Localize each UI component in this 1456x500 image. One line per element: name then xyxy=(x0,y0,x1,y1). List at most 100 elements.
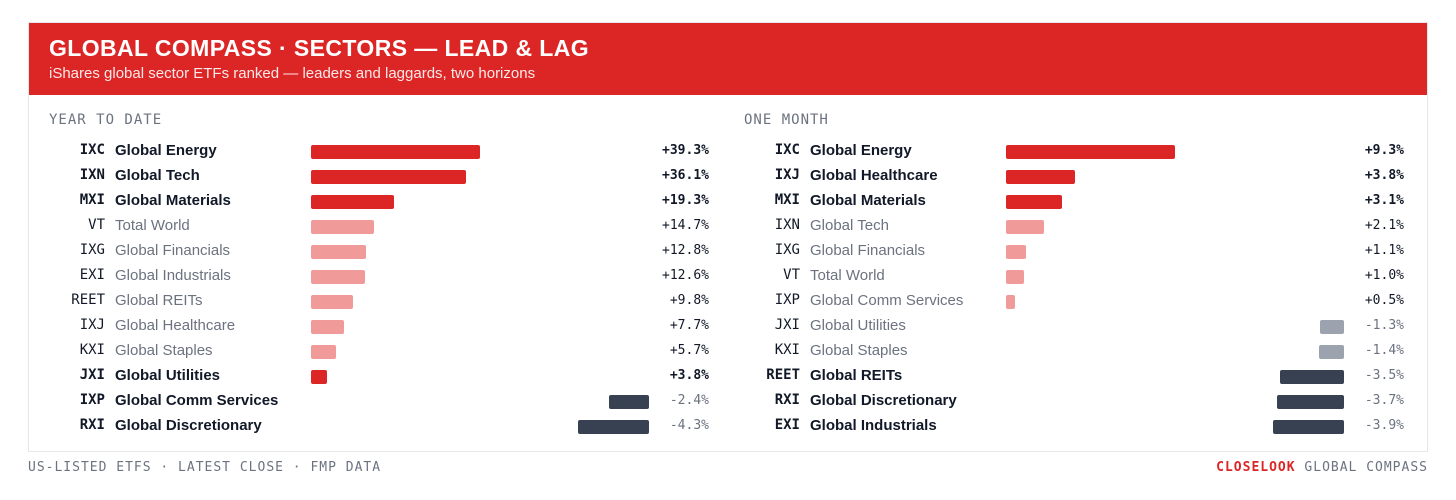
sector-row: JXI Global Utilities -1.3% xyxy=(744,313,1424,338)
panel-one-month: ONE MONTH IXC Global Energy +9.3% IXJ Global… xyxy=(744,95,1424,453)
sector-row: IXC Global Energy +9.3% xyxy=(744,138,1424,163)
sector-name: Global Comm Services xyxy=(810,292,964,309)
value-label: +12.8% xyxy=(662,243,709,258)
footer-brand: CLOSELOOK GLOBAL COMPASS xyxy=(1216,460,1428,475)
sector-row: RXI Global Discretionary -3.7% xyxy=(744,388,1424,413)
value-bar xyxy=(311,295,354,309)
ticker-label: JXI xyxy=(774,317,800,333)
panel-title-ytd: YEAR TO DATE xyxy=(49,112,163,128)
sector-name: Global Staples xyxy=(810,342,908,359)
value-bar xyxy=(1006,170,1076,184)
ticker-label: IXJ xyxy=(79,317,105,333)
value-label: -2.4% xyxy=(669,393,709,408)
sector-row: IXN Global Tech +2.1% xyxy=(744,213,1424,238)
value-label: +2.1% xyxy=(1364,218,1404,233)
value-label: -4.3% xyxy=(669,418,709,433)
value-label: +9.8% xyxy=(669,293,709,308)
sector-row: IXJ Global Healthcare +3.8% xyxy=(744,163,1424,188)
value-bar xyxy=(311,320,345,334)
value-label: -3.7% xyxy=(1364,393,1404,408)
value-bar xyxy=(1006,295,1016,309)
value-label: -3.9% xyxy=(1364,418,1404,433)
sector-name: Total World xyxy=(115,217,190,234)
sector-row: REET Global REITs +9.8% xyxy=(49,288,729,313)
brand-suffix: GLOBAL COMPASS xyxy=(1295,460,1428,475)
sector-row: KXI Global Staples +5.7% xyxy=(49,338,729,363)
page-title: GLOBAL COMPASS · SECTORS — LEAD & LAG xyxy=(49,35,589,61)
value-bar xyxy=(578,420,649,434)
value-bar xyxy=(1280,370,1344,384)
sector-name: Global Financials xyxy=(115,242,231,259)
sector-name: Global Discretionary xyxy=(115,417,262,434)
value-bar xyxy=(609,395,649,409)
sector-row: EXI Global Industrials -3.9% xyxy=(744,413,1424,438)
ticker-label: EXI xyxy=(774,417,800,433)
value-label: +1.0% xyxy=(1364,268,1404,283)
sector-name: Global Tech xyxy=(810,217,889,234)
value-bar xyxy=(311,195,394,209)
sector-name: Global Utilities xyxy=(810,317,906,334)
value-label: +3.8% xyxy=(1364,168,1404,183)
sector-name: Global Utilities xyxy=(115,367,221,384)
value-label: +36.1% xyxy=(662,168,709,183)
sector-row: MXI Global Materials +3.1% xyxy=(744,188,1424,213)
sector-name: Global Materials xyxy=(115,192,231,209)
ticker-label: IXG xyxy=(774,242,800,258)
value-bar xyxy=(311,170,467,184)
sector-name: Total World xyxy=(810,267,885,284)
sector-name: Global Comm Services xyxy=(115,392,279,409)
ticker-label: IXG xyxy=(79,242,105,258)
value-label: +7.7% xyxy=(669,318,709,333)
value-label: +3.8% xyxy=(669,368,709,383)
panel-year-to-date: YEAR TO DATE IXC Global Energy +39.3% IXN Gl… xyxy=(49,95,729,453)
sector-name: Global Tech xyxy=(115,167,200,184)
value-label: +5.7% xyxy=(669,343,709,358)
ticker-label: IXJ xyxy=(774,167,800,183)
ticker-label: JXI xyxy=(79,367,105,383)
sector-row: KXI Global Staples -1.4% xyxy=(744,338,1424,363)
sector-name: Global Healthcare xyxy=(115,317,236,334)
value-label: +12.6% xyxy=(662,268,709,283)
ticker-label: KXI xyxy=(79,342,105,358)
sector-row: VT Total World +1.0% xyxy=(744,263,1424,288)
value-bar xyxy=(311,145,480,159)
ticker-label: RXI xyxy=(79,417,105,433)
value-bar xyxy=(1320,320,1344,334)
sector-row: MXI Global Materials +19.3% xyxy=(49,188,729,213)
sector-row: IXG Global Financials +12.8% xyxy=(49,238,729,263)
sector-name: Global Staples xyxy=(115,342,213,359)
value-label: +9.3% xyxy=(1364,143,1404,158)
sector-name: Global Discretionary xyxy=(810,392,957,409)
sector-name: Global Materials xyxy=(810,192,926,209)
value-bar xyxy=(311,220,375,234)
sector-name: Global REITs xyxy=(115,292,203,309)
sector-name: Global Financials xyxy=(810,242,926,259)
sector-row: EXI Global Industrials +12.6% xyxy=(49,263,729,288)
sector-row: JXI Global Utilities +3.8% xyxy=(49,363,729,388)
ticker-label: VT xyxy=(88,217,105,233)
sector-row: IXP Global Comm Services -2.4% xyxy=(49,388,729,413)
ticker-label: RXI xyxy=(774,392,800,408)
ticker-label: IXP xyxy=(79,392,105,408)
sector-row: IXJ Global Healthcare +7.7% xyxy=(49,313,729,338)
value-bar xyxy=(1006,195,1063,209)
sector-row: IXN Global Tech +36.1% xyxy=(49,163,729,188)
sector-row: IXC Global Energy +39.3% xyxy=(49,138,729,163)
ticker-label: MXI xyxy=(79,192,105,208)
value-bar xyxy=(1006,220,1045,234)
sector-row: RXI Global Discretionary -4.3% xyxy=(49,413,729,438)
ticker-label: EXI xyxy=(79,267,105,283)
sector-card: GLOBAL COMPASS · SECTORS — LEAD & LAG iS… xyxy=(28,22,1428,452)
value-label: -1.4% xyxy=(1364,343,1404,358)
ticker-label: IXN xyxy=(79,167,105,183)
ticker-label: MXI xyxy=(774,192,800,208)
header-banner: GLOBAL COMPASS · SECTORS — LEAD & LAG iS… xyxy=(29,23,1427,95)
ticker-label: KXI xyxy=(774,342,800,358)
sector-row: VT Total World +14.7% xyxy=(49,213,729,238)
value-bar xyxy=(311,245,367,259)
value-bar xyxy=(1273,420,1344,434)
value-bar xyxy=(1006,270,1025,284)
sector-name: Global REITs xyxy=(810,367,903,384)
value-bar xyxy=(1318,345,1344,359)
value-label: +14.7% xyxy=(662,218,709,233)
